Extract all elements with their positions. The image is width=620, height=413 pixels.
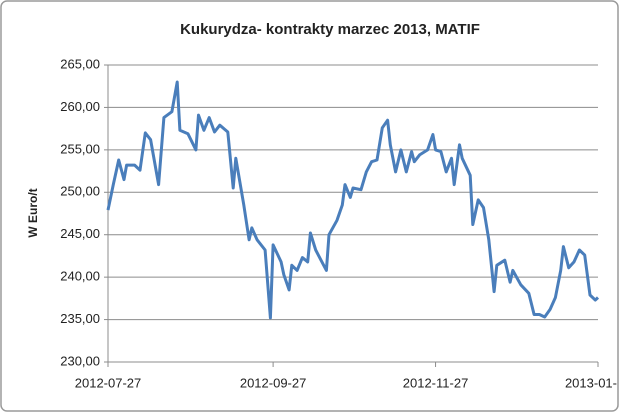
y-tick-label: 260,00 — [60, 99, 100, 114]
y-tick-label: 230,00 — [60, 353, 100, 368]
x-tick-label: 2013-01- — [565, 375, 617, 390]
y-axis-label: W Euro/t — [26, 188, 40, 237]
x-tick-label: 2012-07-27 — [75, 375, 142, 390]
data-line — [106, 80, 600, 320]
y-tick-label: 235,00 — [60, 311, 100, 326]
y-tick-label: 240,00 — [60, 269, 100, 284]
chart-title: Kukurydza- kontrakty marzec 2013, MATIF — [180, 21, 480, 38]
x-tick-label: 2012-11-27 — [403, 375, 469, 390]
y-tick-label: 245,00 — [60, 226, 100, 241]
x-tick-label: 2012-09-27 — [240, 375, 307, 390]
y-tick-label: 255,00 — [60, 141, 100, 156]
y-tick-label: 265,00 — [60, 56, 100, 71]
y-tick-label: 250,00 — [60, 184, 100, 199]
